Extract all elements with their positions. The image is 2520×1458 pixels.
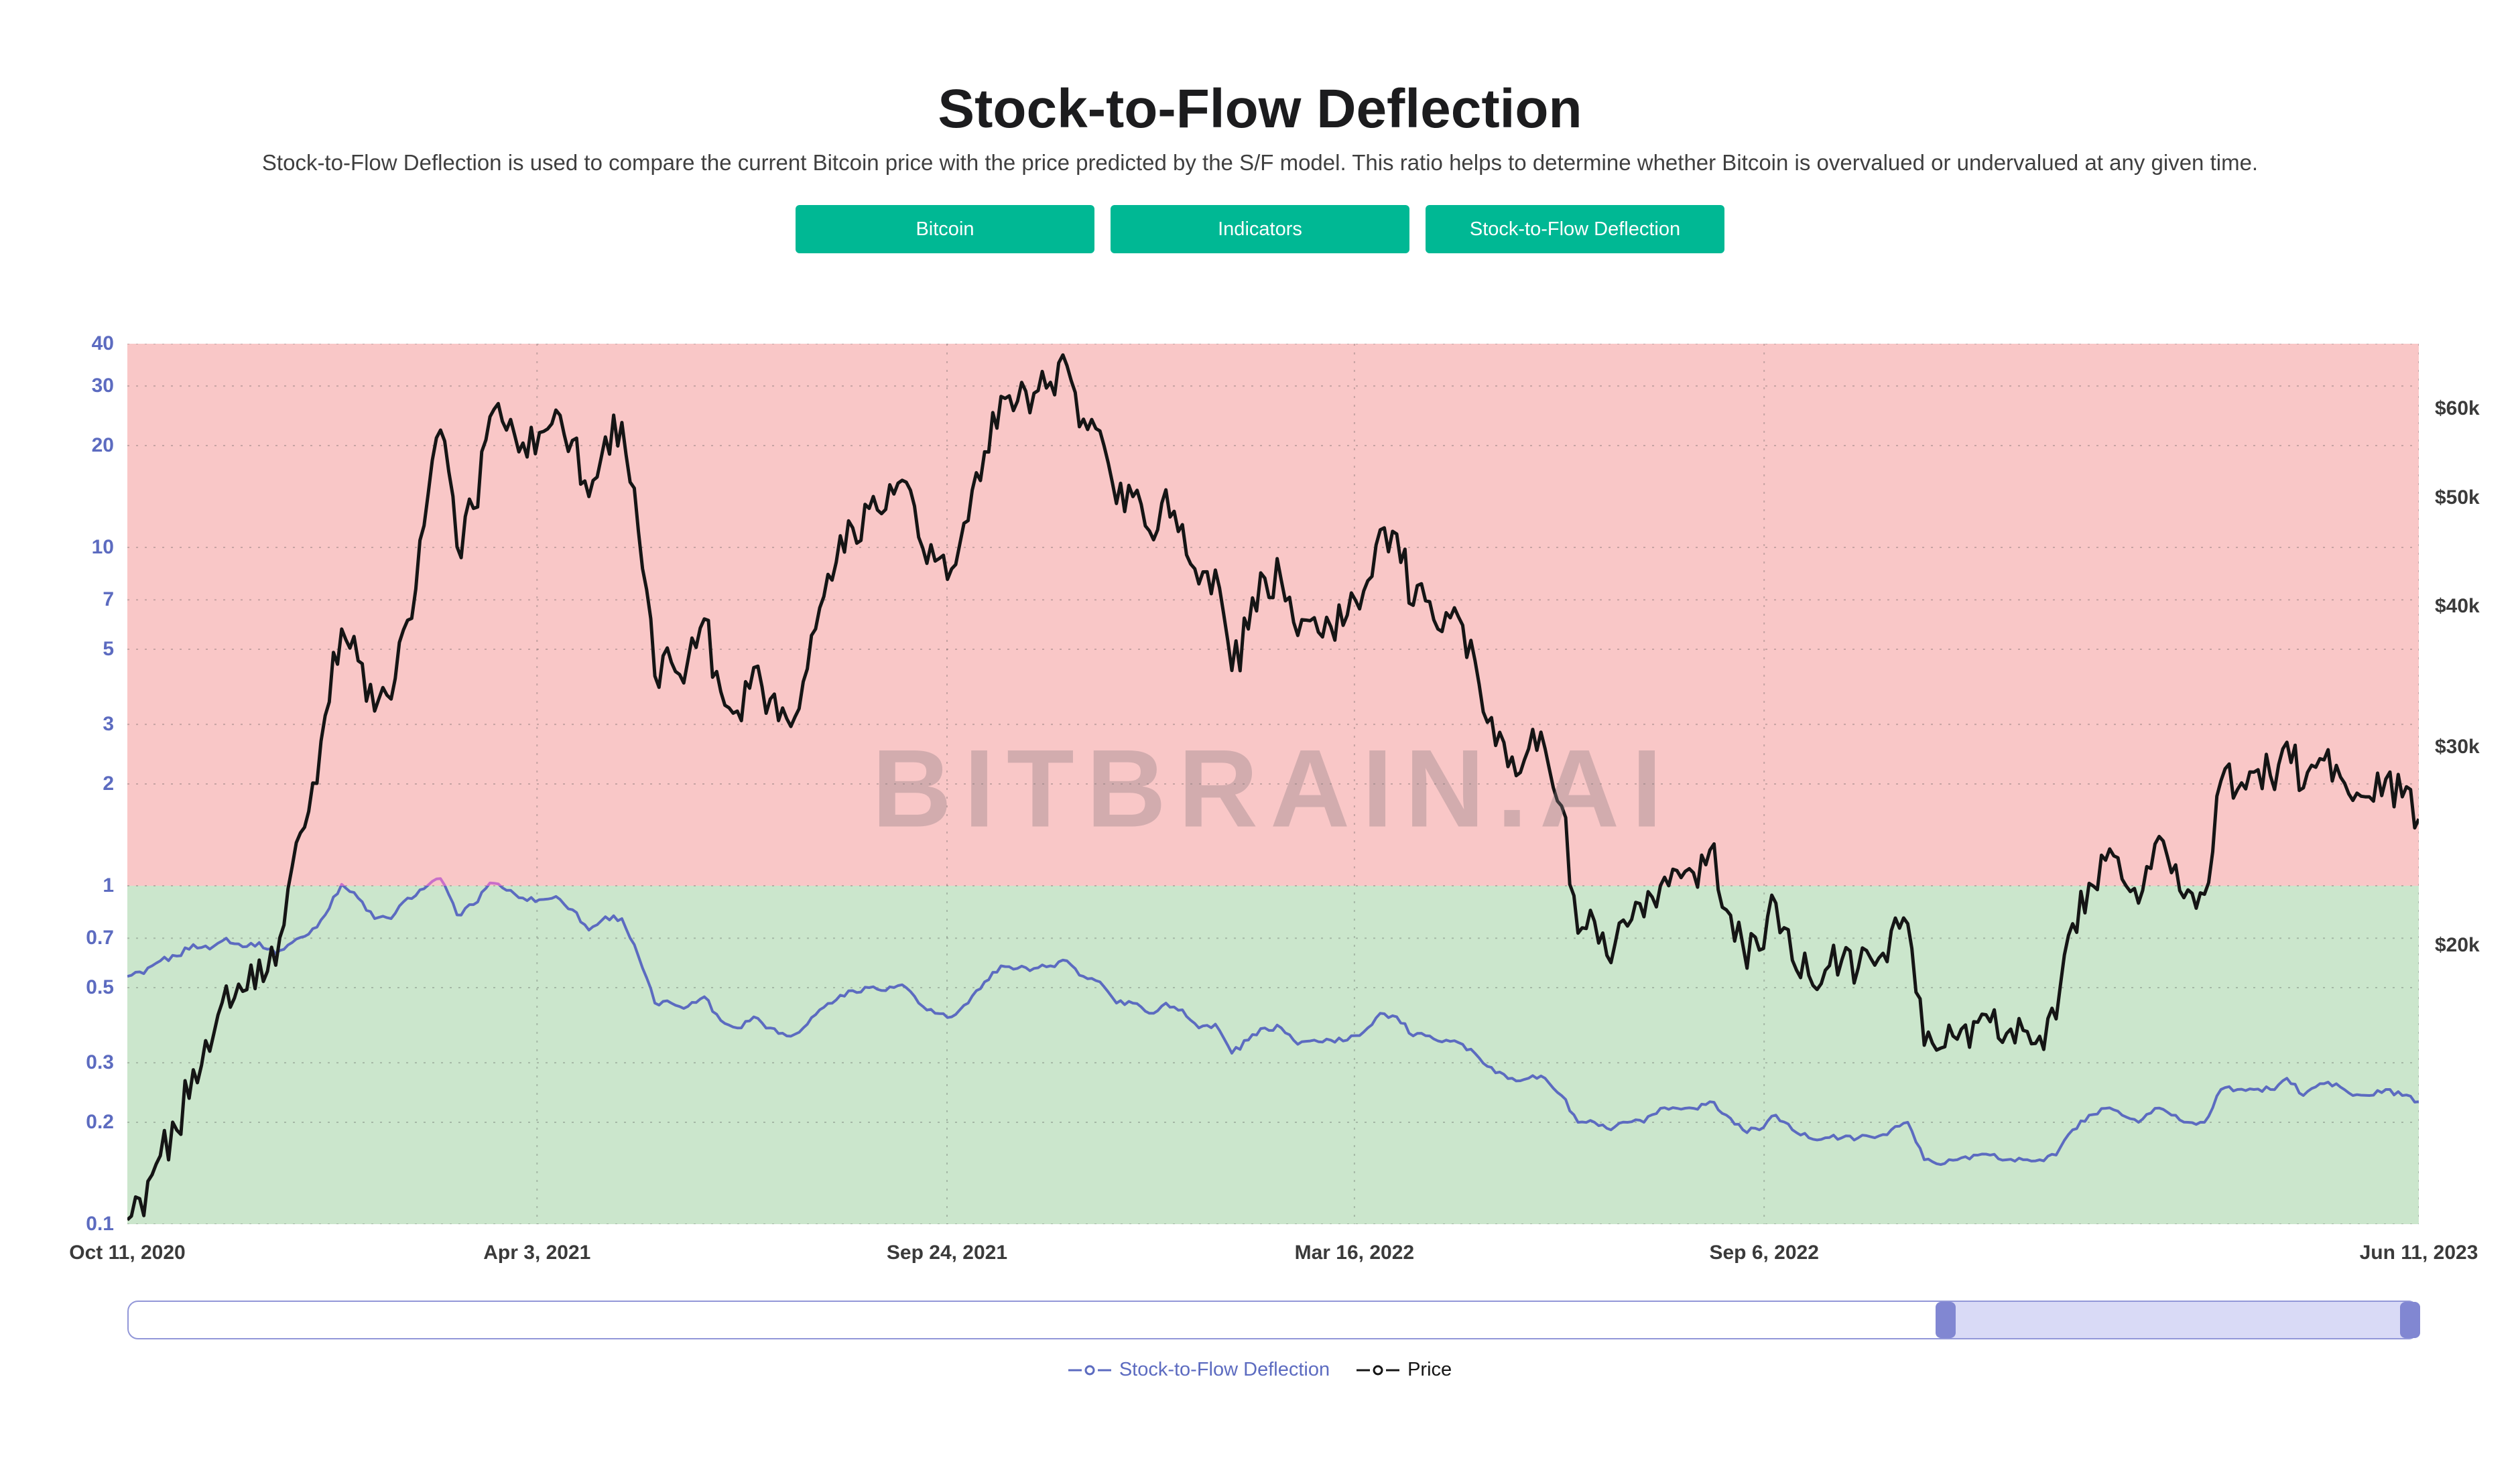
page-title: Stock-to-Flow Deflection xyxy=(938,78,1582,139)
deflection-axis-tick: 7 xyxy=(103,588,114,611)
legend-item-price[interactable]: Price xyxy=(1357,1359,1452,1381)
deflection-axis-tick: 20 xyxy=(91,434,114,456)
date-axis-tick: Sep 24, 2021 xyxy=(886,1242,1008,1264)
price-axis-tick: $20k xyxy=(2435,933,2480,956)
bitcoin-button[interactable]: Bitcoin xyxy=(796,205,1094,253)
legend-label-deflection: Stock-to-Flow Deflection xyxy=(1119,1359,1330,1380)
legend-item-deflection[interactable]: Stock-to-Flow Deflection xyxy=(1068,1359,1330,1381)
plot-canvas xyxy=(127,344,2419,1224)
navigator-left-handle[interactable] xyxy=(1936,1302,1956,1338)
price-axis-tick: $50k xyxy=(2435,486,2480,509)
legend-label-price: Price xyxy=(1407,1359,1452,1380)
range-navigator[interactable] xyxy=(127,1301,2420,1339)
price-line xyxy=(127,353,2419,1221)
deflection-axis-tick: 0.7 xyxy=(86,927,114,949)
deflection-axis-tick: 40 xyxy=(91,332,114,354)
undervalued-band xyxy=(127,886,2419,1224)
deflection-axis-tick: 0.3 xyxy=(86,1051,114,1074)
legend-marker-deflection-icon xyxy=(1068,1365,1111,1375)
deflection-axis-tick: 2 xyxy=(103,773,114,795)
deflection-axis-tick: 0.2 xyxy=(86,1110,114,1133)
page-subtitle: Stock-to-Flow Deflection is used to comp… xyxy=(261,150,2259,175)
deflection-axis-tick: 3 xyxy=(103,713,114,736)
date-axis-tick: Sep 6, 2022 xyxy=(1709,1242,1819,1264)
deflection-axis-tick: 30 xyxy=(91,375,114,397)
s2f-deflection-chart: BITBRAIN.AI 40 30 20 10 7 5 3 2 1 0.7 0.5 0.3 0.2 0.1… xyxy=(69,334,2479,1263)
deflection-axis-tick: 0.1 xyxy=(86,1213,114,1235)
date-axis-tick: Mar 16, 2022 xyxy=(1294,1242,1415,1264)
deflection-axis-tick: 10 xyxy=(91,536,114,559)
price-axis-tick: $60k xyxy=(2435,397,2480,419)
deflection-axis-tick: 5 xyxy=(103,638,114,661)
price-axis-tick: $40k xyxy=(2435,595,2480,618)
stock-to-flow-deflection-button[interactable]: Stock-to-Flow Deflection xyxy=(1426,205,1724,253)
navigator-selected-range[interactable] xyxy=(1936,1301,2420,1339)
navigator-right-handle[interactable] xyxy=(2399,1302,2420,1338)
price-axis-tick: $30k xyxy=(2435,736,2480,758)
deflection-axis-tick: 0.5 xyxy=(86,976,114,999)
date-axis-tick: Jun 11, 2023 xyxy=(2359,1242,2478,1264)
indicators-button[interactable]: Indicators xyxy=(1111,205,1409,253)
date-axis-tick: Apr 3, 2021 xyxy=(483,1242,591,1264)
deflection-line xyxy=(127,886,2419,1167)
deflection-axis-tick: 1 xyxy=(103,874,114,897)
breadcrumb-buttons: Bitcoin Indicators Stock-to-Flow Deflect… xyxy=(0,205,2520,253)
overvalued-band xyxy=(127,344,2419,886)
chart-legend: Stock-to-Flow Deflection Price xyxy=(0,1359,2520,1381)
legend-marker-price-icon xyxy=(1357,1365,1400,1375)
date-axis-tick: Oct 11, 2020 xyxy=(69,1242,186,1264)
